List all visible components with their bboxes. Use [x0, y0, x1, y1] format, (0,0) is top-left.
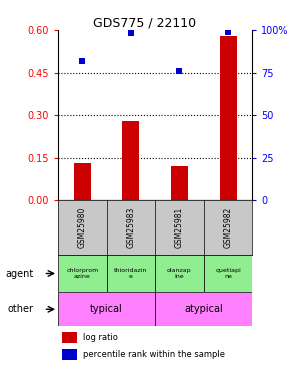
Text: chlorprom
azine: chlorprom azine	[66, 268, 98, 279]
Bar	[220, 36, 237, 200]
Text: GSM25980: GSM25980	[78, 207, 87, 248]
Text: typical: typical	[90, 304, 123, 314]
Point	[226, 29, 230, 35]
Text: quetiapi
ne: quetiapi ne	[215, 268, 241, 279]
Bar	[122, 121, 139, 200]
Text: GSM25981: GSM25981	[175, 207, 184, 248]
Text: GSM25982: GSM25982	[224, 207, 233, 248]
Bar	[62, 332, 77, 343]
Text: log ratio: log ratio	[83, 333, 118, 342]
Point	[80, 58, 85, 64]
Text: other: other	[8, 304, 34, 314]
Text: olanzap
ine: olanzap ine	[167, 268, 192, 279]
Bar	[171, 166, 188, 200]
Text: percentile rank within the sample: percentile rank within the sample	[83, 350, 225, 359]
Bar	[106, 255, 155, 292]
Point	[177, 68, 182, 74]
Bar	[58, 292, 155, 326]
Bar	[155, 292, 252, 326]
Bar	[155, 255, 204, 292]
Text: GDS775 / 22110: GDS775 / 22110	[93, 17, 197, 30]
Text: GSM25983: GSM25983	[126, 207, 135, 248]
Text: atypical: atypical	[184, 304, 223, 314]
Bar	[74, 164, 91, 200]
Text: agent: agent	[6, 268, 34, 279]
Text: thioridazin
e: thioridazin e	[114, 268, 148, 279]
Point	[128, 30, 133, 36]
Bar	[58, 255, 106, 292]
Bar	[62, 349, 77, 360]
Bar	[204, 255, 252, 292]
